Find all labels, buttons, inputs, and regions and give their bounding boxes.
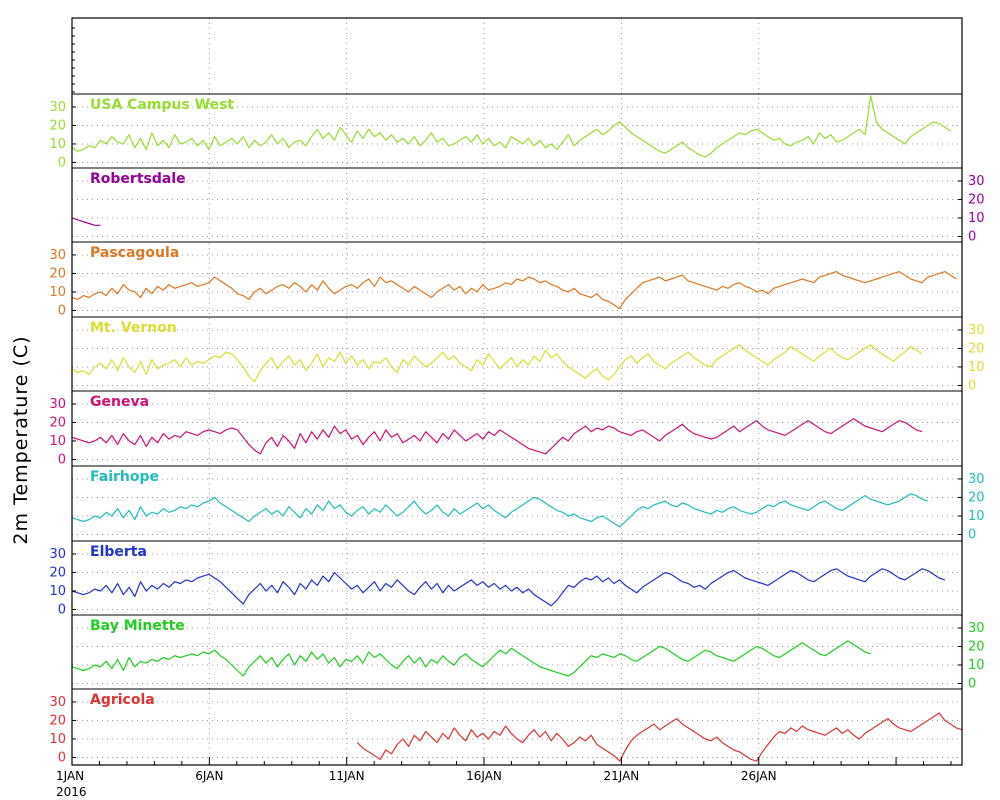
y-tick-label: 10 [968,509,985,524]
series-line [71,217,101,226]
y-tick-label: 30 [49,248,66,263]
y-tick-label: 0 [58,155,66,170]
y-tick-label: 10 [49,732,66,747]
x-tick-label: 1JAN [56,769,84,783]
y-tick-label: 10 [968,658,985,673]
y-tick-label: 10 [968,360,985,375]
plot-frame [71,17,963,766]
x-tick-label: 26JAN [741,769,777,783]
y-tick-label: 30 [49,397,66,412]
y-tick-label: 10 [49,285,66,300]
y-tick-label: 0 [58,750,66,765]
series-line [71,418,923,455]
y-tick-label: 20 [49,565,66,580]
axis-ticks [71,27,962,765]
y-tick-label: 0 [968,676,976,691]
y-tick-label: 30 [968,174,985,189]
y-tick-label: 20 [49,266,66,281]
station-label: Bay Minette [90,618,185,634]
y-tick-label: 20 [968,192,985,207]
y-tick-label: 0 [58,452,66,467]
y-tick-label: 30 [968,323,985,338]
y-tick-label: 30 [49,547,66,562]
y-tick-label: 10 [49,137,66,152]
series-line [356,712,963,762]
station-label: Agricola [90,692,155,708]
y-tick-label: 0 [58,303,66,318]
series-line [71,271,957,310]
y-tick-label: 20 [968,341,985,356]
y-tick-label: 0 [968,378,976,393]
station-label: Elberta [90,544,147,560]
x-tick-label: 21JAN [603,769,639,783]
y-tick-label: 30 [49,100,66,115]
station-label: USA Campus West [90,97,234,113]
y-tick-label: 0 [968,229,976,244]
x-tick-label: 16JAN [466,769,502,783]
y-tick-label: 10 [49,584,66,599]
y-tick-label: 20 [49,118,66,133]
x-tick-label: 6JAN [195,769,223,783]
y-axis-title: 2m Temperature (C) [10,335,32,544]
series-line [71,493,928,528]
y-tick-label: 20 [49,713,66,728]
series-line [71,95,951,158]
series-lines [71,95,963,762]
y-tick-label: 10 [968,211,985,226]
y-tick-label: 30 [968,621,985,636]
series-line [71,568,946,607]
station-label: Geneva [90,394,149,410]
station-label: Robertsdale [90,171,186,187]
station-label: Pascagoula [90,245,179,261]
y-tick-label: 20 [49,415,66,430]
series-line [71,640,871,677]
y-tick-label: 0 [58,602,66,617]
station-label: Mt. Vernon [90,320,177,336]
y-tick-label: 30 [49,695,66,710]
y-tick-label: 20 [968,639,985,654]
station-label: Fairhope [90,469,159,485]
series-line [71,344,923,383]
y-tick-label: 30 [968,472,985,487]
year-label: 2016 [56,785,87,799]
y-tick-label: 10 [49,434,66,449]
text-labels: 0 10 20 30 USA Campus West 0 10 20 30 Robertsdale… [49,97,984,783]
y-tick-label: 20 [968,490,985,505]
x-tick-label: 11JAN [329,769,365,783]
panel-frames [71,17,963,766]
y-tick-label: 0 [968,527,976,542]
